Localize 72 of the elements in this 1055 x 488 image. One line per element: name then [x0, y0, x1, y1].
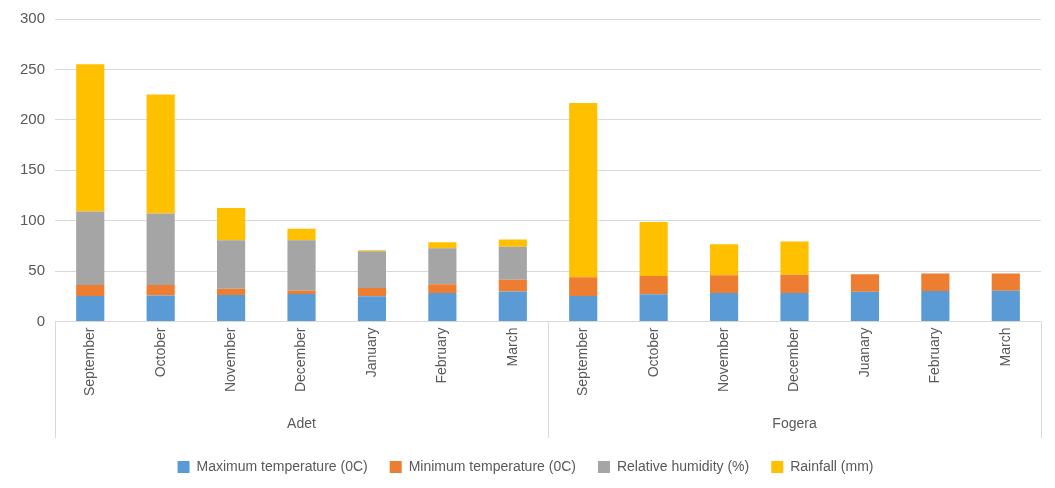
x-tick-label: October	[644, 327, 661, 378]
bar	[217, 288, 246, 296]
bar	[76, 295, 105, 322]
bar	[146, 213, 175, 286]
bar	[498, 279, 527, 292]
bar	[498, 246, 527, 280]
y-tick-label: 200	[20, 109, 46, 127]
bar	[357, 287, 387, 297]
bar	[146, 94, 175, 214]
bar	[76, 285, 105, 296]
bar	[710, 275, 739, 294]
bar	[428, 293, 457, 322]
legend-label: Rainfall (mm)	[790, 457, 874, 474]
x-tick-label: March	[503, 327, 520, 367]
bar	[991, 273, 1020, 291]
bar	[710, 293, 739, 322]
bar	[357, 296, 387, 322]
bar	[428, 284, 457, 294]
y-tick-label: 150	[20, 160, 46, 178]
x-tick-label: February	[433, 327, 450, 384]
bar	[710, 244, 739, 276]
y-tick-label: 250	[20, 59, 46, 77]
x-tick-label: December	[785, 327, 802, 393]
y-tick-label: 0	[36, 311, 46, 329]
x-tick-label: November	[221, 327, 238, 393]
bar	[217, 295, 246, 322]
bar	[639, 275, 668, 295]
bar	[921, 273, 950, 292]
x-tick-label: Juanary	[855, 327, 872, 378]
bar	[76, 64, 105, 212]
x-tick-label: September	[574, 327, 591, 396]
bar	[780, 241, 809, 275]
text: Fogera	[772, 414, 817, 431]
bar	[146, 295, 175, 322]
bar	[498, 291, 527, 322]
bar	[217, 208, 246, 241]
x-tick-label: January	[362, 327, 379, 378]
y-tick-label: 50	[28, 261, 46, 279]
x-tick-label: February	[926, 327, 943, 384]
bar	[287, 290, 316, 294]
x-tick-label: September	[81, 327, 98, 396]
bar	[76, 211, 105, 286]
bar	[569, 103, 598, 278]
legend-label: Minimum temperature (0C)	[408, 457, 576, 474]
y-tick-label: 100	[20, 210, 46, 228]
bar	[639, 294, 668, 322]
bar	[639, 221, 668, 276]
bar	[287, 293, 316, 322]
x-tick-label: October	[151, 327, 168, 378]
legend-label: Relative humidity (%)	[616, 457, 750, 474]
bar	[780, 274, 809, 294]
bar	[850, 274, 880, 292]
text: Adet	[287, 414, 317, 431]
bar	[569, 277, 598, 296]
bar	[498, 239, 527, 247]
bar	[428, 248, 457, 285]
bar	[428, 242, 457, 249]
bar	[217, 240, 246, 289]
bar	[287, 240, 316, 291]
bar	[569, 295, 598, 322]
x-tick-label: November	[714, 327, 731, 393]
bar	[780, 293, 809, 322]
bar	[850, 291, 880, 322]
x-tick-label: December	[292, 327, 309, 393]
bar	[357, 251, 387, 288]
bar	[287, 228, 316, 241]
bar	[991, 290, 1020, 322]
legend-label: Maximum temperature (0C)	[196, 457, 368, 474]
bar	[921, 291, 950, 322]
x-tick-label: March	[996, 327, 1013, 367]
bar	[146, 285, 175, 296]
y-tick-label: 300	[20, 9, 46, 27]
